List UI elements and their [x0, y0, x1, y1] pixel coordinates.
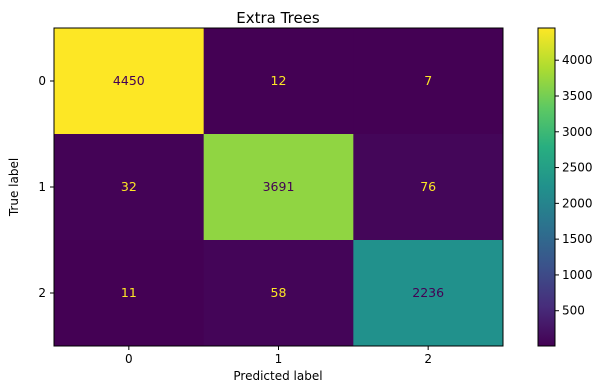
- y-axis-label: True label: [7, 158, 21, 217]
- heatmap-cells: [54, 28, 504, 347]
- y-tick-label: 2: [38, 286, 46, 300]
- colorbar-tick-label: 2500: [562, 161, 593, 175]
- y-axis-ticks: 0 1 2: [38, 74, 54, 300]
- x-axis-label: Predicted label: [233, 369, 322, 383]
- colorbar-tick-label: 4000: [562, 53, 593, 67]
- cell-value-2-0: 11: [121, 285, 137, 300]
- cell-value-2-2: 2236: [412, 285, 444, 300]
- heatmap-cell-2-2: [353, 240, 504, 347]
- x-axis-ticks: 0 1 2: [125, 346, 432, 366]
- cell-value-0-1: 12: [271, 73, 287, 88]
- heatmap-cell-1-0: [54, 134, 205, 241]
- cell-value-1-1: 3691: [263, 179, 295, 194]
- y-tick-label: 0: [38, 74, 46, 88]
- cell-value-0-2: 7: [424, 73, 432, 88]
- heatmap-cell-1-2: [353, 134, 504, 241]
- cell-value-0-0: 4450: [113, 73, 145, 88]
- colorbar-tick-label: 2000: [562, 196, 593, 210]
- colorbar-tick-label: 3500: [562, 89, 593, 103]
- heatmap-cell-labels: 4450 12 7 32 3691 76 11 58 2236: [113, 73, 444, 300]
- colorbar: [537, 27, 556, 347]
- heatmap-cell-0-2: [353, 28, 504, 135]
- x-tick-label: 1: [275, 352, 283, 366]
- heatmap-cell-1-1: [203, 134, 354, 241]
- cell-value-1-2: 76: [420, 179, 436, 194]
- colorbar-tick-label: 1000: [562, 268, 593, 282]
- colorbar-tick-label: 1500: [562, 232, 593, 246]
- heatmap-cell-2-1: [203, 240, 354, 347]
- cell-value-2-1: 58: [271, 285, 287, 300]
- x-tick-label: 0: [125, 352, 133, 366]
- chart-title: Extra Trees: [236, 9, 320, 27]
- x-tick-label: 2: [424, 352, 432, 366]
- heatmap-cell-0-1: [203, 28, 354, 135]
- colorbar-tick-label: 3000: [562, 125, 593, 139]
- heatmap-cell-0-0: [54, 28, 205, 135]
- cell-value-1-0: 32: [121, 179, 137, 194]
- y-tick-label: 1: [38, 180, 46, 194]
- colorbar-tick-label: 500: [562, 304, 585, 318]
- colorbar-ticks: 500 1000 1500 2000 2500 3000 3500 4000: [555, 53, 593, 318]
- heatmap-cell-2-0: [54, 240, 205, 347]
